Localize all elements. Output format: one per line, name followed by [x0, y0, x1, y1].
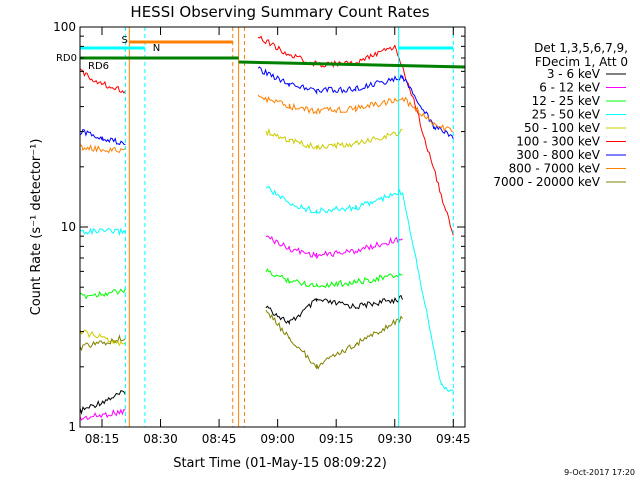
legend-entry-label: 50 - 100 keV	[524, 121, 601, 135]
legend-entry-label: 12 - 25 keV	[532, 94, 601, 108]
chart-title: HESSI Observing Summary Count Rates	[130, 3, 429, 21]
legend-entry-label: 25 - 50 keV	[532, 108, 601, 122]
series-line-3	[79, 268, 403, 300]
y-tick-label: 100	[53, 20, 76, 34]
legend-entry-label: 800 - 7000 keV	[509, 162, 601, 176]
annotation-label: N	[153, 43, 160, 54]
x-tick-label: 09:00	[260, 432, 295, 446]
legend-entry-label: 100 - 300 keV	[516, 135, 600, 149]
x-tick-label: 08:30	[143, 432, 178, 446]
x-tick-label: 09:15	[319, 432, 354, 446]
plot-frame	[79, 26, 466, 428]
legend-header: FDecim 1, Att 0	[535, 55, 628, 69]
y-tick-label: 10	[61, 220, 76, 234]
x-tick-label: 08:15	[85, 432, 120, 446]
x-tick-label: 09:30	[377, 432, 412, 446]
legend-entry-label: 6 - 12 keV	[539, 81, 601, 95]
legend-entry-label: 300 - 800 keV	[516, 148, 600, 162]
series-group	[79, 35, 454, 421]
series-line-2	[79, 235, 403, 421]
y-axis-label: Count Rate (s⁻¹ detector⁻¹)	[29, 139, 44, 316]
legend: Det 1,3,5,6,7,9,FDecim 1, Att 03 - 6 keV…	[493, 41, 628, 189]
footer-timestamp: 9-Oct-2017 17:20	[564, 468, 635, 477]
annotation-label: RD0	[56, 53, 77, 64]
x-tick-label: 09:45	[436, 432, 471, 446]
x-tick-label: 08:45	[202, 432, 237, 446]
rd0-bar	[238, 60, 466, 69]
series-line-8	[79, 94, 454, 154]
annotation-label: S	[122, 35, 128, 46]
series-line-7	[79, 66, 454, 146]
legend-entry-label: 3 - 6 keV	[547, 67, 601, 81]
legend-header: Det 1,3,5,6,7,9,	[534, 41, 628, 55]
series-line-1	[79, 294, 403, 415]
legend-entry-label: 7000 - 20000 keV	[493, 175, 600, 189]
annotation-group: S N RD0 RD6	[56, 27, 466, 427]
x-axis-label: Start Time (01-May-15 08:09:22)	[173, 456, 387, 471]
axes: 08:15 08:30 08:45 09:00 09:15 09:30 09:45 1 10 10…	[53, 20, 470, 446]
series-line-5	[79, 127, 403, 347]
series-line-4	[79, 185, 454, 393]
series-line-9	[79, 309, 403, 370]
annotation-label: RD6	[88, 61, 109, 72]
y-tick-label: 1	[68, 420, 76, 434]
